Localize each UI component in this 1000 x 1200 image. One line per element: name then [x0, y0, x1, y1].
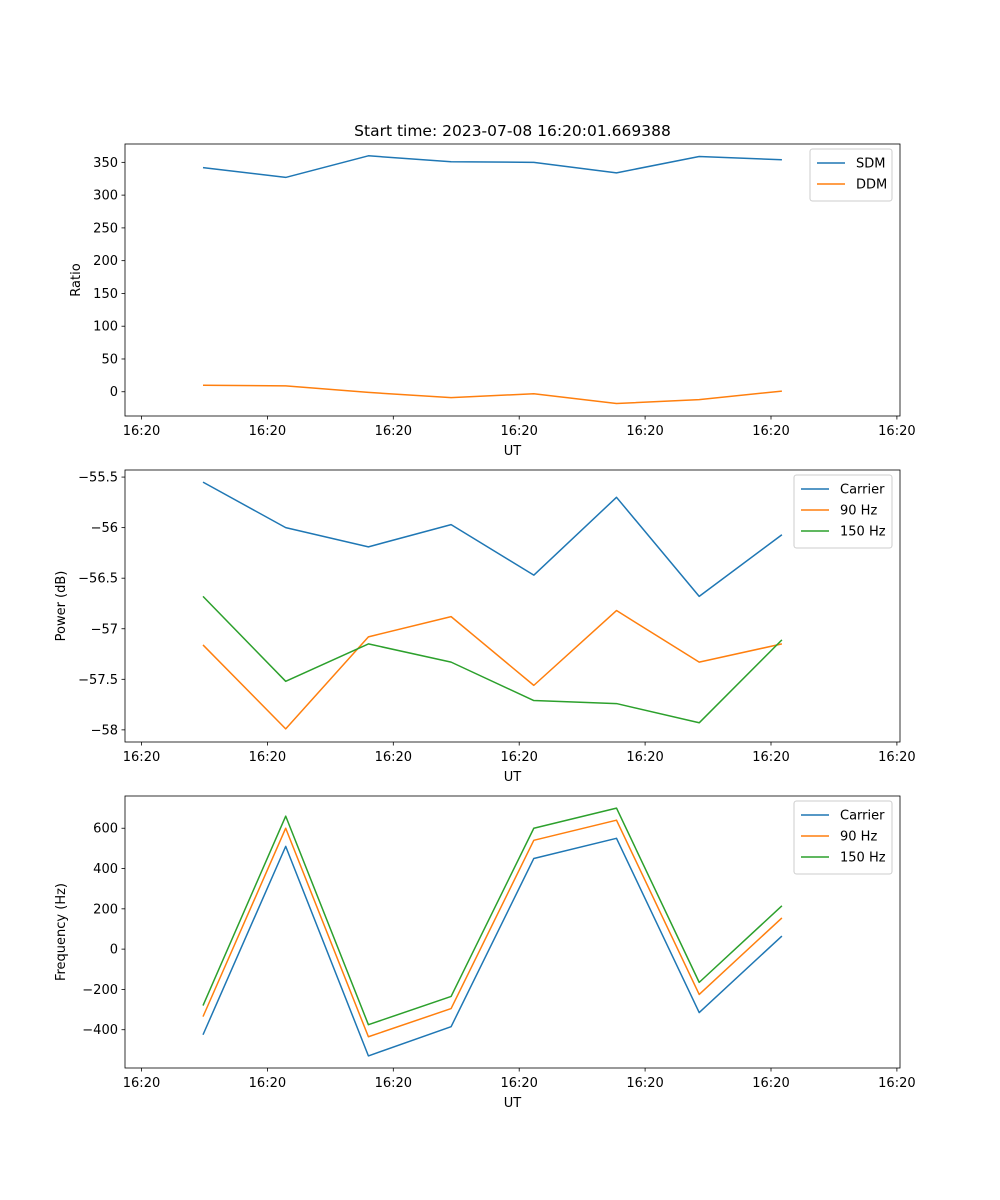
y-tick-label: 150 [93, 287, 118, 302]
legend-entry: SDM [856, 157, 885, 172]
x-tick-label: 16:20 [123, 1076, 160, 1091]
y-axis-label: Power (dB) [54, 571, 69, 642]
legend-entry: 150 Hz [840, 525, 886, 540]
legend-entry: Carrier [840, 483, 885, 498]
x-tick-label: 16:20 [375, 750, 412, 765]
x-tick-label: 16:20 [626, 1076, 663, 1091]
y-tick-label: 200 [93, 902, 118, 917]
series-line-ddm [202, 384, 782, 405]
y-tick-label: 300 [93, 189, 118, 204]
axes-frame [124, 143, 901, 417]
series-line-carrier [202, 837, 783, 1057]
y-tick-label: 350 [93, 156, 118, 171]
y-tick-label: −56.5 [78, 572, 118, 587]
y-tick-label: 100 [93, 320, 118, 335]
x-tick-label: 16:20 [878, 424, 915, 439]
x-axis-label: UT [504, 770, 522, 785]
legend: Carrier 90 Hz 150 Hz [793, 800, 893, 875]
x-tick-label: 16:20 [123, 424, 160, 439]
x-tick-label: 16:20 [626, 424, 663, 439]
legend-entry: DDM [856, 178, 887, 193]
chart-title: Start time: 2023-07-08 16:20:01.669388 [354, 122, 671, 140]
series-line-sdm [202, 155, 782, 179]
x-tick-label: 16:20 [123, 750, 160, 765]
x-tick-label: 16:20 [752, 424, 789, 439]
y-tick-label: −400 [82, 1023, 118, 1038]
axes-frame [124, 469, 901, 743]
x-tick-label: 16:20 [249, 1076, 286, 1091]
y-tick-label: −55.5 [78, 471, 118, 486]
legend-entry: 90 Hz [840, 830, 877, 845]
series-line-150-hz [202, 595, 783, 724]
y-tick-label: 400 [93, 862, 118, 877]
series-line-90-hz [202, 819, 783, 1038]
y-tick-label: 200 [93, 254, 118, 269]
x-axis-label: UT [504, 1096, 522, 1111]
series-line-150-hz [202, 807, 783, 1026]
series-line-carrier [202, 481, 783, 598]
x-tick-label: 16:20 [626, 750, 663, 765]
x-tick-label: 16:20 [375, 424, 412, 439]
y-tick-label: −56 [91, 521, 118, 536]
x-tick-label: 16:20 [375, 1076, 412, 1091]
legend-box [793, 474, 893, 549]
y-tick-label: −57.5 [78, 673, 118, 688]
y-tick-label: 0 [110, 385, 118, 400]
y-axis-label: Frequency (Hz) [54, 883, 69, 981]
y-tick-label: 50 [101, 352, 118, 367]
legend-entry: 90 Hz [840, 504, 877, 519]
x-tick-label: 16:20 [878, 1076, 915, 1091]
x-tick-label: 16:20 [249, 750, 286, 765]
x-tick-label: 16:20 [752, 750, 789, 765]
x-tick-label: 16:20 [878, 750, 915, 765]
y-tick-label: 250 [93, 221, 118, 236]
subplot-1: 0 50 100 150 200 250 300 350 16:20 16:20 16:20 16:2… [69, 122, 916, 459]
y-tick-label: −58 [91, 723, 118, 738]
legend-box [793, 800, 893, 875]
x-tick-label: 16:20 [752, 1076, 789, 1091]
x-tick-label: 16:20 [500, 750, 537, 765]
x-tick-label: 16:20 [500, 1076, 537, 1091]
y-tick-label: 600 [93, 822, 118, 837]
x-tick-label: 16:20 [500, 424, 537, 439]
y-tick-label: −200 [82, 983, 118, 998]
x-axis-label: UT [504, 444, 522, 459]
axes-frame [124, 795, 901, 1069]
y-axis-label: Ratio [69, 263, 84, 296]
legend: Carrier 90 Hz 150 Hz [793, 474, 893, 549]
series-line-90-hz [202, 609, 783, 730]
legend-entry: 150 Hz [840, 851, 886, 866]
y-tick-label: 0 [110, 943, 118, 958]
subplot-2: −58 −57.5 −57 −56.5 −56 −55.5 16:20 16:20 16:20 1… [54, 469, 916, 785]
subplot-3: −400 −200 0 200 400 600 16:20 16:20 16:20 16:20 16… [54, 795, 916, 1111]
legend: SDM DDM [809, 148, 893, 202]
y-tick-label: −57 [91, 622, 118, 637]
legend-box [809, 148, 893, 202]
legend-entry: Carrier [840, 809, 885, 824]
x-tick-label: 16:20 [249, 424, 286, 439]
subplots-group: 0 50 100 150 200 250 300 350 16:20 16:20 16:20 16:2… [54, 122, 916, 1111]
